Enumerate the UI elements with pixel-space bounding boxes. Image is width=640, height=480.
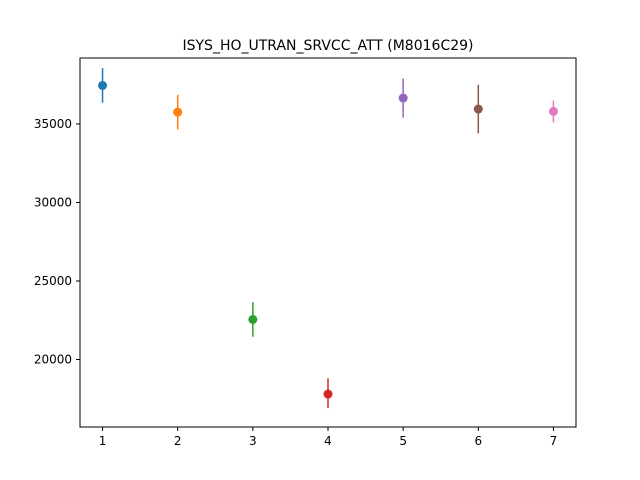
data-point (98, 80, 108, 90)
x-tick-label: 1 (99, 434, 107, 448)
chart-title: ISYS_HO_UTRAN_SRVCC_ATT (M8016C29) (182, 38, 473, 54)
x-tick-label: 2 (174, 434, 182, 448)
x-tick-label: 5 (399, 434, 407, 448)
y-tick-label: 20000 (34, 352, 72, 366)
y-tick-label: 35000 (34, 117, 72, 131)
x-tick-label: 4 (324, 434, 332, 448)
plot-area: 1 2 3 4 5 6 7 20000 25000 30000 35000 (34, 57, 577, 448)
data-point (323, 389, 333, 399)
data-point (398, 93, 408, 103)
x-tick-label: 3 (249, 434, 257, 448)
data-point (473, 104, 483, 114)
y-tick-label: 25000 (34, 274, 72, 288)
x-tick-label: 6 (474, 434, 482, 448)
data-point (248, 314, 258, 324)
x-tick-label: 7 (550, 434, 558, 448)
data-point (173, 107, 183, 117)
data-point (548, 106, 558, 116)
y-tick-label: 30000 (34, 195, 72, 209)
